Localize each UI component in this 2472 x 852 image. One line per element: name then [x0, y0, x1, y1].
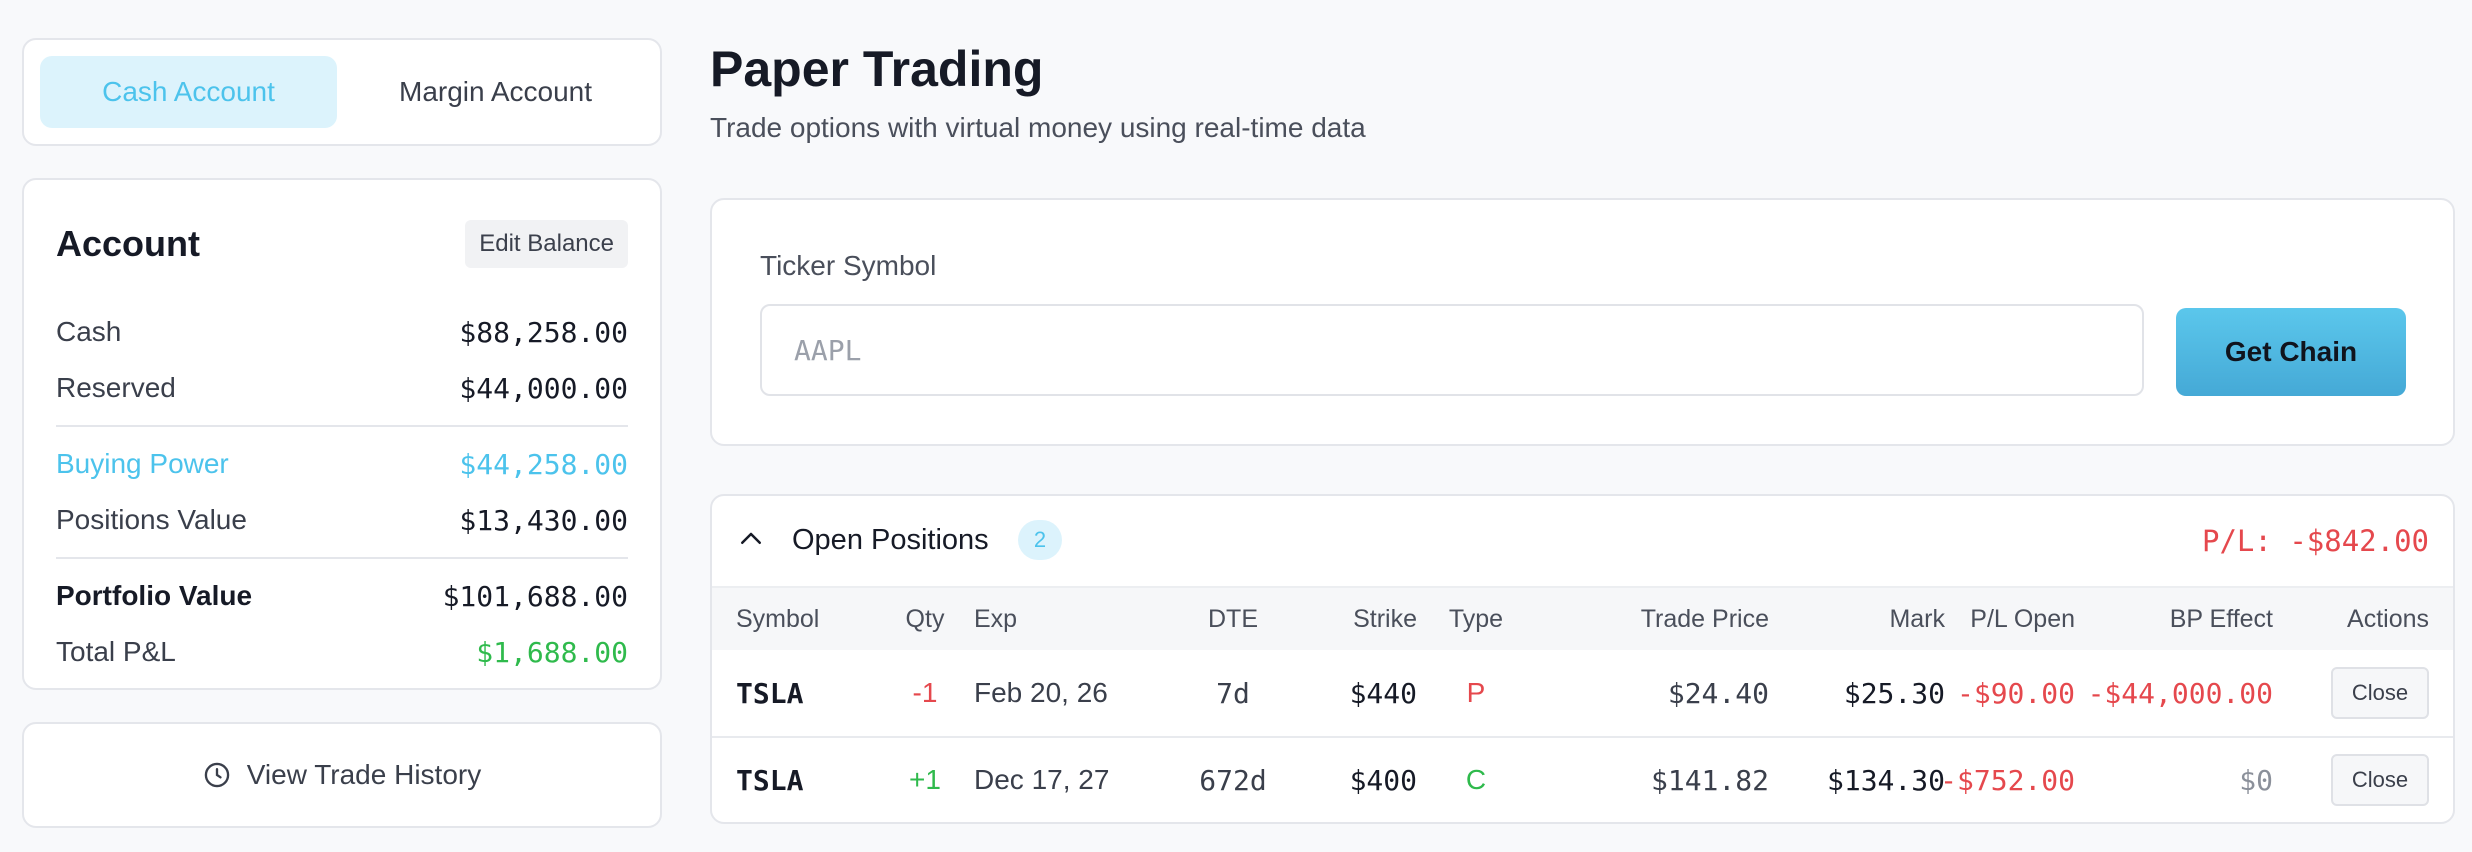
cash-row: Cash $88,258.00	[56, 304, 628, 360]
row-symbol: TSLA	[736, 676, 804, 710]
edit-balance-button[interactable]: Edit Balance	[465, 220, 628, 268]
row-type: C	[1465, 764, 1487, 795]
row-trade-price: $141.82	[1650, 763, 1769, 797]
account-title: Account	[56, 223, 200, 264]
total-pl-value: $1,688.00	[476, 635, 628, 669]
tab-margin-account[interactable]: Margin Account	[399, 76, 592, 107]
row-type: P	[1466, 677, 1486, 708]
col-trade-price: Trade Price	[1640, 604, 1769, 633]
portfolio-value-row: Portfolio Value $101,688.00	[56, 568, 628, 624]
col-type: Type	[1448, 604, 1504, 633]
row-exp: Dec 17, 27	[974, 764, 1110, 795]
page-title: Paper Trading	[710, 41, 1044, 97]
row-pl-open: -$752.00	[1940, 763, 2075, 797]
row-qty: -1	[912, 677, 938, 708]
positions-header[interactable]: Open Positions 2 P/L: -$842.00	[712, 496, 2453, 586]
col-qty: Qty	[905, 604, 945, 633]
col-strike: Strike	[1353, 604, 1417, 633]
total-pl-row: Total P&L $1,688.00	[56, 624, 628, 680]
buying-power-value: $44,258.00	[459, 447, 628, 481]
row-dte: 672d	[1199, 763, 1267, 797]
ticker-input[interactable]	[760, 304, 2144, 396]
col-pl-open: P/L Open	[1970, 604, 2075, 633]
portfolio-value-label: Portfolio Value	[56, 580, 253, 611]
cash-value: $88,258.00	[459, 315, 628, 349]
positions-title: Open Positions	[792, 524, 989, 556]
row-trade-price: $24.40	[1667, 676, 1769, 710]
col-exp: Exp	[974, 604, 1018, 633]
row-pl-open: -$90.00	[1956, 676, 2075, 710]
row-strike: $440	[1349, 676, 1417, 710]
buying-power-row: Buying Power $44,258.00	[56, 436, 628, 492]
view-trade-history-button[interactable]: View Trade History	[22, 722, 662, 828]
row-bp-effect: -$44,000.00	[2087, 676, 2273, 710]
positions-value-row: Positions Value $13,430.00	[56, 492, 628, 548]
divider	[56, 425, 628, 427]
col-bp-effect: BP Effect	[2169, 604, 2273, 633]
ticker-label: Ticker Symbol	[760, 250, 937, 281]
account-card: Account Edit Balance Cash $88,258.00 Res…	[22, 178, 662, 690]
row-mark: $25.30	[1843, 676, 1945, 710]
total-pl-label: Total P&L	[56, 636, 176, 667]
row-qty: +1	[909, 764, 941, 795]
row-dte: 7d	[1216, 676, 1250, 710]
cash-label: Cash	[56, 316, 122, 347]
page-subtitle: Trade options with virtual money using r…	[710, 112, 1366, 143]
portfolio-value-value: $101,688.00	[442, 579, 628, 613]
reserved-row: Reserved $44,000.00	[56, 360, 628, 416]
col-actions: Actions	[2347, 604, 2429, 633]
ticker-card: Ticker Symbol Get Chain	[710, 198, 2455, 446]
clock-icon	[204, 762, 230, 788]
row-mark: $134.30	[1826, 763, 1945, 797]
account-type-tabs: Cash Account Margin Account	[22, 38, 662, 146]
row-bp-effect: $0	[2239, 763, 2273, 797]
close-position-button[interactable]: Close	[2331, 667, 2429, 719]
tab-cash-account[interactable]: Cash Account	[40, 56, 337, 128]
positions-value-label: Positions Value	[56, 504, 247, 535]
row-strike: $400	[1349, 763, 1417, 797]
buying-power-label: Buying Power	[56, 448, 229, 479]
positions-count-badge: 2	[1018, 520, 1062, 560]
view-trade-history-label: View Trade History	[246, 759, 482, 790]
divider	[56, 557, 628, 559]
row-exp: Feb 20, 26	[974, 677, 1108, 708]
get-chain-button[interactable]: Get Chain	[2176, 308, 2406, 396]
col-dte: DTE	[1208, 604, 1258, 633]
table-header: Symbol Qty Exp DTE Strike Type Trade Pri…	[712, 586, 2453, 650]
table-row: TSLA -1 Feb 20, 26 7d $440 P $24.40 $25.…	[712, 650, 2453, 736]
chevron-up-icon[interactable]	[736, 524, 766, 554]
reserved-value: $44,000.00	[459, 371, 628, 405]
open-positions-card: Open Positions 2 P/L: -$842.00 Symbol Qt…	[710, 494, 2455, 824]
positions-total-pl: P/L: -$842.00	[2202, 524, 2429, 558]
reserved-label: Reserved	[56, 372, 176, 403]
close-position-button[interactable]: Close	[2331, 754, 2429, 806]
positions-value-value: $13,430.00	[459, 503, 628, 537]
col-symbol: Symbol	[736, 604, 820, 633]
row-symbol: TSLA	[736, 763, 804, 797]
col-mark: Mark	[1889, 604, 1945, 633]
table-row: TSLA +1 Dec 17, 27 672d $400 C $141.82 $…	[712, 736, 2453, 822]
